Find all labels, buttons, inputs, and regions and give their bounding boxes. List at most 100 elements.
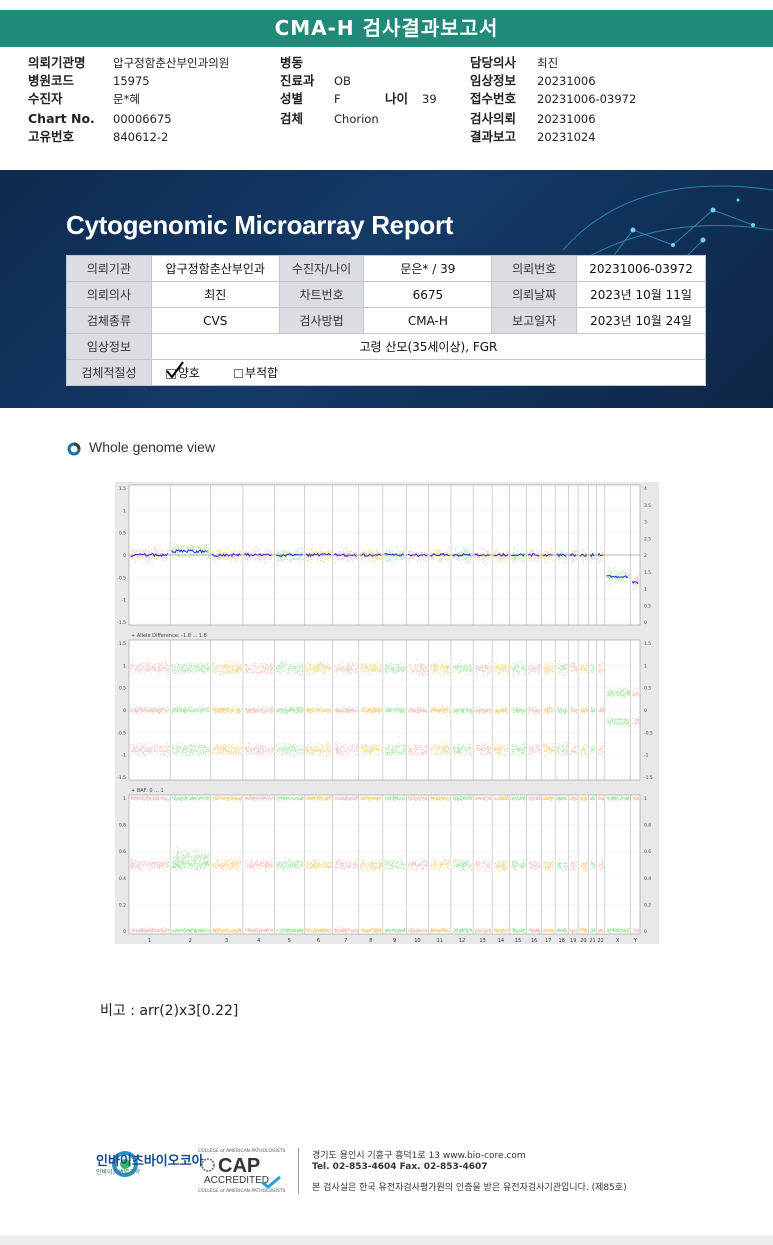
y-tick-label: 0 — [123, 929, 126, 935]
dot-band — [130, 706, 170, 715]
chrom-dots-1 — [130, 659, 170, 758]
dot-band — [334, 706, 358, 714]
chrom-label: 9 — [393, 938, 396, 944]
right-tick-label: 4 — [644, 486, 647, 492]
dot-band — [511, 795, 526, 801]
chrom-dots-7 — [334, 795, 359, 934]
dot-band — [511, 707, 526, 715]
dot-band — [171, 847, 210, 869]
dot-band — [172, 795, 210, 802]
dot-band — [570, 706, 578, 715]
dot-band — [556, 928, 568, 933]
meta-info: 의뢰기관명 압구정함춘산부인과의원 병원코드 15975 수진자 문*혜 Chart No.… — [0, 54, 773, 154]
dot-band — [211, 857, 242, 872]
dot-band — [542, 860, 554, 872]
dot-band — [430, 546, 451, 565]
bottom-strip — [0, 1235, 773, 1245]
panel-label: + BAF: 0 ... 1 — [131, 788, 164, 794]
chrom-dots-15 — [511, 660, 526, 758]
y-tick-label: 1 — [123, 796, 126, 802]
info-value: 6675 — [363, 281, 493, 308]
dot-band — [211, 660, 243, 676]
bad-checkbox[interactable] — [233, 369, 243, 378]
dot-band — [407, 858, 428, 871]
bad-label: 부적합 — [244, 366, 279, 380]
right-tick-label: 2 — [644, 553, 647, 559]
chrom-dots-12 — [452, 660, 473, 758]
chrom-label: 14 — [498, 938, 504, 944]
suitability-row: 검체적절성 양호 부적합 — [66, 359, 707, 386]
right-tick-label: 0 — [644, 708, 647, 714]
chrom-label: 20 — [580, 938, 586, 944]
dot-band — [511, 660, 526, 677]
dot-band — [334, 795, 359, 801]
dot-band — [360, 661, 383, 677]
chrom-dots-10 — [408, 546, 428, 563]
dot-band — [570, 859, 578, 872]
meta-c1-3-label: Chart No. — [28, 111, 95, 126]
dot-band — [494, 859, 509, 873]
cap-seal-icon — [201, 1158, 215, 1172]
meta-c1-4-label: 고유번호 — [28, 129, 75, 144]
chrom-label: 12 — [459, 938, 465, 944]
y-tick-label: 0.5 — [119, 531, 126, 537]
dot-band — [543, 795, 554, 801]
chrom-dots-4 — [244, 795, 274, 934]
dot-band — [276, 547, 304, 566]
dot-band — [244, 546, 274, 566]
dot-band — [632, 796, 640, 801]
meta-c3-0: 담당의사 최진 — [0, 54, 773, 72]
chrom-dots-5 — [276, 796, 304, 934]
dot-band — [579, 743, 588, 758]
clinical-row: 임상정보 고령 산모(35세이상), FGR — [66, 333, 707, 360]
info-label: 수진자/나이 — [278, 255, 365, 282]
address: 경기도 용인시 기흥구 흥덕1로 13 www.bio-core.com — [312, 1151, 526, 1161]
dot-band — [306, 858, 332, 870]
checkmark-icon — [166, 360, 184, 379]
meta-c3-4-value: 20231024 — [537, 130, 596, 144]
dot-band — [579, 796, 588, 802]
whole-genome-chart: 1.510.50-0.5-1-1.543.532.521.510.501.510… — [115, 482, 659, 944]
chrom-dots-3 — [211, 795, 243, 934]
chrom-dots-13 — [474, 796, 492, 934]
dot-band — [493, 706, 509, 715]
good-checkbox[interactable] — [165, 360, 184, 379]
dot-band — [606, 795, 630, 801]
meta-c3-1-value: 20231006 — [537, 74, 596, 88]
dot-band — [528, 859, 541, 871]
dot-band — [384, 858, 406, 872]
dot-band — [130, 927, 170, 934]
dot-band — [632, 574, 640, 590]
dot-band — [171, 706, 210, 715]
dot-band — [276, 927, 304, 934]
dot-band — [590, 796, 596, 801]
meta-age-value: 39 — [422, 92, 437, 106]
info-label: 의뢰의사 — [66, 281, 152, 308]
right-tick-label: 0.5 — [644, 603, 651, 609]
right-tick-label: 1 — [644, 796, 647, 802]
dot-band — [528, 706, 541, 715]
right-tick-label: 1.5 — [644, 570, 651, 576]
dot-band — [494, 796, 509, 802]
right-tick-label: -1 — [644, 753, 649, 759]
dot-band — [408, 546, 428, 563]
chrom-label: X — [616, 938, 620, 944]
suitability-label: 검체적절성 — [66, 359, 152, 386]
info-label: 검체종류 — [66, 307, 152, 334]
dot-band — [528, 928, 541, 933]
chrom-dots-10 — [407, 795, 428, 933]
chrom-label: 6 — [317, 938, 320, 944]
dot-band — [543, 662, 555, 677]
dot-band — [543, 706, 555, 715]
right-tick-label: 0.8 — [644, 823, 651, 829]
dot-band — [407, 741, 428, 758]
dot-band — [407, 706, 428, 714]
chrom-dots-7 — [334, 546, 358, 564]
suitability-value: 양호 부적합 — [150, 359, 707, 386]
info-value: 20231006-03972 — [576, 255, 706, 282]
dot-band — [130, 545, 169, 564]
meta-c1-2-value: 문*혜 — [113, 92, 140, 106]
dot-band — [244, 858, 274, 872]
chrom-dots-13 — [474, 547, 491, 566]
dot-band — [212, 795, 243, 802]
